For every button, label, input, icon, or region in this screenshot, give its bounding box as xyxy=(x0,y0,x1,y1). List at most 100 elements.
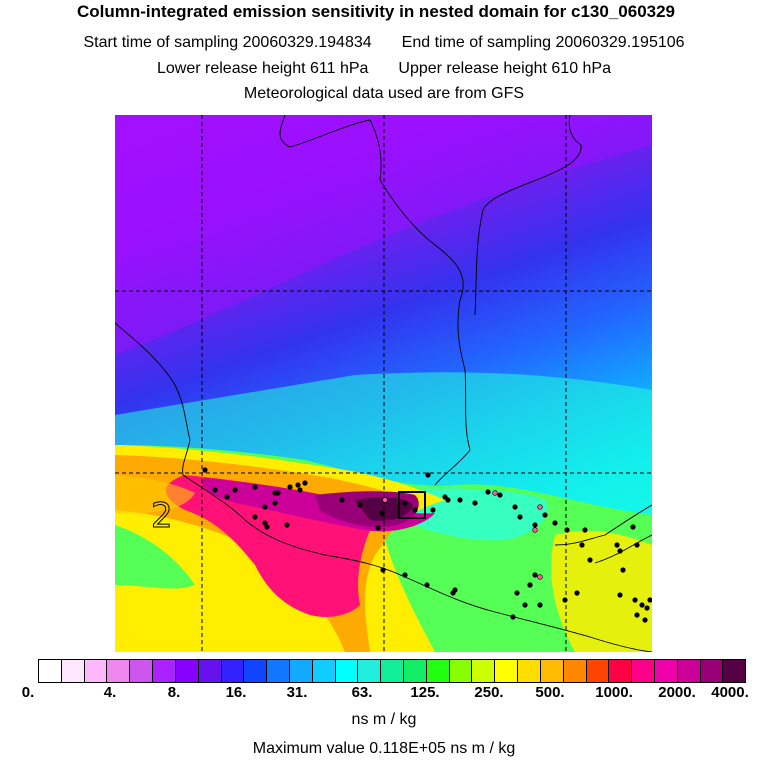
colorbar-cell xyxy=(700,660,724,682)
station-marker xyxy=(295,482,301,488)
colorbar-cell xyxy=(267,660,290,682)
station-marker xyxy=(617,592,623,598)
station-marker xyxy=(517,514,523,520)
colorbar-tick-label: 16. xyxy=(225,684,247,701)
colorbar-tick-label: 63. xyxy=(351,684,373,701)
chart-title: Column-integrated emission sensitivity i… xyxy=(76,2,676,21)
station-marker xyxy=(497,492,503,498)
station-marker xyxy=(617,548,623,554)
lower-release-label: Lower release height 611 hPa xyxy=(157,60,369,77)
station-marker xyxy=(380,567,386,573)
station-marker xyxy=(375,525,381,531)
colorbar-cell xyxy=(335,660,359,682)
station-marker xyxy=(537,602,543,608)
sampling-times: Start time of sampling 20060329.194834 En… xyxy=(0,34,768,52)
station-marker xyxy=(252,484,258,490)
colorbar-tick-label: 4. xyxy=(103,684,117,701)
colorbar-cell xyxy=(61,660,85,682)
colorbar-cell xyxy=(609,660,633,682)
station-marker xyxy=(527,582,533,588)
station-marker xyxy=(552,520,558,526)
colorbar-cell xyxy=(107,660,131,682)
colorbar-cell xyxy=(472,660,496,682)
station-marker xyxy=(532,522,538,528)
colorbar-cell xyxy=(221,660,245,682)
station-marker xyxy=(425,472,431,478)
coastlines xyxy=(115,115,652,652)
station-marker xyxy=(424,582,430,588)
station-marker xyxy=(379,510,385,516)
station-marker xyxy=(562,597,568,603)
station-marker xyxy=(472,500,478,506)
sensitivity-map: 2 xyxy=(115,115,652,652)
colorbar-cell xyxy=(518,660,541,682)
station-marker xyxy=(564,527,570,533)
station-marker xyxy=(620,567,626,573)
colorbar-tick-label: 31. xyxy=(286,684,308,701)
colorbar-cell xyxy=(723,660,746,682)
station-marker xyxy=(542,512,548,518)
station-marker xyxy=(634,612,640,618)
station-marker xyxy=(402,500,408,506)
station-marker xyxy=(644,605,650,611)
station-marker xyxy=(579,542,585,548)
station-marker xyxy=(264,524,270,530)
colorbar-tick-label: 500. xyxy=(535,684,565,701)
map-panel: 2 xyxy=(115,115,652,652)
station-marker-highlight xyxy=(492,490,498,496)
station-marker xyxy=(512,504,518,510)
station-marker xyxy=(297,487,303,493)
release-heights: Lower release height 611 hPa Upper releas… xyxy=(0,60,768,78)
station-marker xyxy=(639,602,645,608)
station-marker xyxy=(262,504,268,510)
station-marker xyxy=(287,484,293,490)
colorbar-cell xyxy=(39,660,62,682)
station-marker xyxy=(402,572,408,578)
colorbar-tick-label: 2000. xyxy=(658,684,696,701)
colorbar-tick-label: 125. xyxy=(410,684,440,701)
station-marker xyxy=(514,590,520,596)
start-time-label: Start time of sampling 20060329.194834 xyxy=(83,34,372,51)
colorbar-tick-label: 250. xyxy=(474,684,504,701)
colorbar-units: ns m / kg xyxy=(351,711,417,728)
colorbar-ticks: 0. 4. 8. 16. 31. 63. 125. 250. 500. 1000. 2000. 400… xyxy=(0,684,768,704)
station-marker xyxy=(630,524,636,530)
station-marker xyxy=(357,502,363,508)
region-label: 2 xyxy=(151,496,173,536)
station-marker xyxy=(412,507,418,513)
colorbar-tick-label: 4000. xyxy=(711,684,749,701)
colorbar-cell xyxy=(632,660,655,682)
grid-lines xyxy=(115,115,652,652)
station-marker xyxy=(485,489,491,495)
colorbar-cell xyxy=(358,660,382,682)
station-marker xyxy=(614,542,620,548)
orange-west xyxy=(115,475,195,514)
upper-release-label: Upper release height 610 hPa xyxy=(398,60,611,77)
colorbar-cell xyxy=(540,660,564,682)
colorbar-cell xyxy=(244,660,268,682)
met-data-label: Meteorological data used are from GFS xyxy=(243,85,525,102)
station-marker xyxy=(582,527,588,533)
station-marker-highlight xyxy=(382,497,388,503)
station-marker xyxy=(642,617,648,623)
station-marker xyxy=(430,507,436,513)
station-marker xyxy=(252,514,258,520)
colorbar-cell xyxy=(175,660,199,682)
station-markers xyxy=(202,467,652,623)
station-marker xyxy=(272,500,278,506)
station-marker xyxy=(587,557,593,563)
colorbar-cell xyxy=(153,660,176,682)
station-marker xyxy=(632,597,638,603)
station-marker xyxy=(224,494,230,500)
station-marker xyxy=(262,520,268,526)
colorbar-cell xyxy=(563,660,587,682)
station-marker-highlight xyxy=(537,504,543,510)
station-marker-highlight xyxy=(532,527,538,533)
colorbar xyxy=(38,659,746,683)
colorbar-cell xyxy=(449,660,473,682)
station-marker xyxy=(339,497,345,503)
colorbar-cell xyxy=(130,660,154,682)
station-marker xyxy=(510,614,516,620)
colorbar-cell xyxy=(586,660,610,682)
colorbar-tick-label: 8. xyxy=(167,684,181,701)
